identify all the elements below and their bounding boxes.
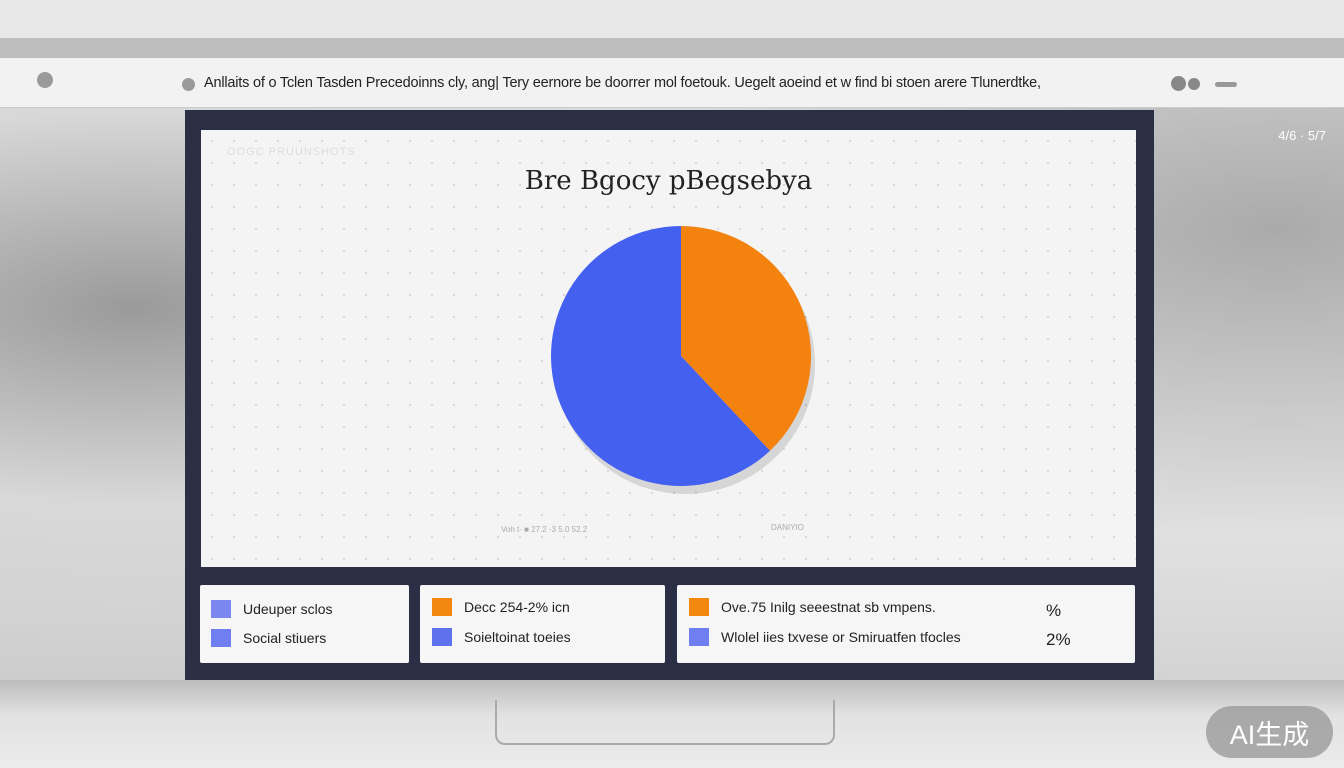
pie-slice (551, 226, 770, 486)
pie-slice (681, 226, 811, 451)
header-title: Anllaits of o Tclen Tasden Precedoinns c… (204, 75, 1041, 91)
legend-item: Social stiuers (211, 629, 326, 647)
title-bar: Anllaits of o Tclen Tasden Precedoinns c… (0, 58, 1344, 108)
legend-label: Wlolel iies txvese or Smiruatfen tfocles (721, 629, 961, 645)
window-dot-icon[interactable] (37, 72, 53, 88)
legend-label: Ove.75 Inilg seeestnat sb vmpens. (721, 599, 936, 615)
legend-item: Decc 254-2% icn (432, 598, 570, 616)
pie-chart (551, 226, 815, 494)
legend-label: Decc 254-2% icn (464, 599, 570, 615)
more-icon[interactable] (1215, 82, 1237, 87)
monitor-stand (495, 700, 835, 745)
top-strip (0, 38, 1344, 58)
legend-swatch (689, 628, 709, 646)
corner-label: 4/6 · 5/7 (1278, 128, 1326, 143)
legend-item: Wlolel iies txvese or Smiruatfen tfocles (689, 628, 961, 646)
legend-label: Udeuper sclos (243, 601, 333, 617)
control-dot-icon[interactable] (1171, 76, 1186, 91)
legend-label: Social stiuers (243, 630, 327, 646)
legend-label: Soieltoinat toeies (464, 629, 571, 645)
legend-swatch (211, 629, 231, 647)
legend-card-2: Decc 254-2% icn Soieltoinat toeies (420, 585, 665, 663)
ai-badge: AI生成 (1206, 706, 1333, 758)
top-band (0, 0, 1344, 38)
legend-swatch (689, 598, 709, 616)
control-dot-icon[interactable] (1188, 78, 1200, 90)
legend-item: Soieltoinat toeies (432, 628, 571, 646)
footnote-left: Voh t· ■ 27.2 ·3 5.0 52.2 (501, 525, 588, 534)
chart-title: Bre Bgocy pBegsebya (524, 166, 813, 196)
legend-item: Ove.75 Inilg seeestnat sb vmpens. (689, 598, 936, 616)
watermark-text: OOGC PRUUNSHOTS (227, 146, 356, 158)
legend-swatch (432, 628, 452, 646)
legend-value: 2% (1046, 630, 1071, 649)
footnote-right: DANIYIO (771, 523, 804, 532)
chart-card: OOGC PRUUNSHOTS Bre Bgocy pBegsebya Voh … (201, 130, 1136, 567)
legend-card-3: Ove.75 Inilg seeestnat sb vmpens. % Wlol… (677, 585, 1135, 663)
legend-item: Udeuper sclos (211, 600, 333, 618)
legend-value: % (1046, 601, 1062, 620)
bullet-icon (182, 78, 195, 91)
legend-swatch (432, 598, 452, 616)
legend-swatch (211, 600, 231, 618)
desk-area (0, 680, 1344, 768)
legend-card-1: Udeuper sclos Social stiuers (200, 585, 409, 663)
